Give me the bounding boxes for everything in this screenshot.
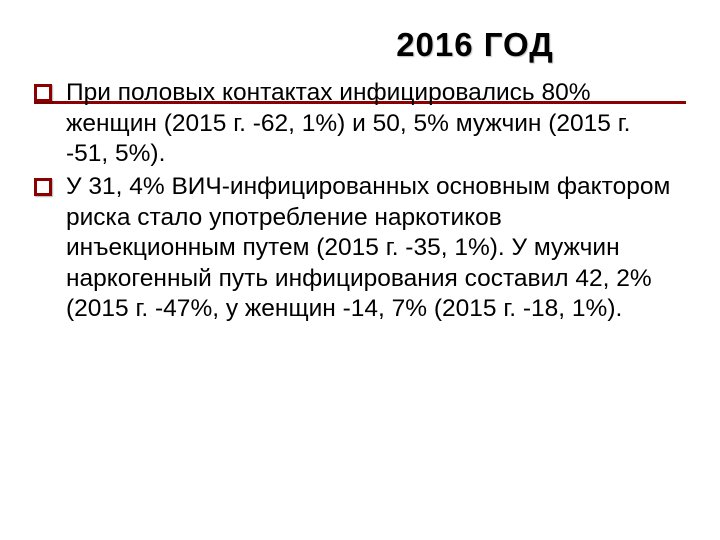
slide-title: 2016 ГОД xyxy=(396,26,554,63)
list-item: У 31, 4% ВИЧ-инфицированных основным фак… xyxy=(34,172,678,325)
bullet-text: У 31, 4% ВИЧ-инфицированных основным фак… xyxy=(66,172,678,325)
slide-body: При половых контактах инфицировались 80%… xyxy=(34,78,678,327)
bullet-square-icon xyxy=(34,84,52,102)
slide-title-wrap: 2016 ГОД xyxy=(0,26,720,64)
bullet-text: При половых контактах инфицировались 80%… xyxy=(66,78,678,170)
bullet-square-icon xyxy=(34,178,52,196)
list-item: При половых контактах инфицировались 80%… xyxy=(34,78,678,170)
